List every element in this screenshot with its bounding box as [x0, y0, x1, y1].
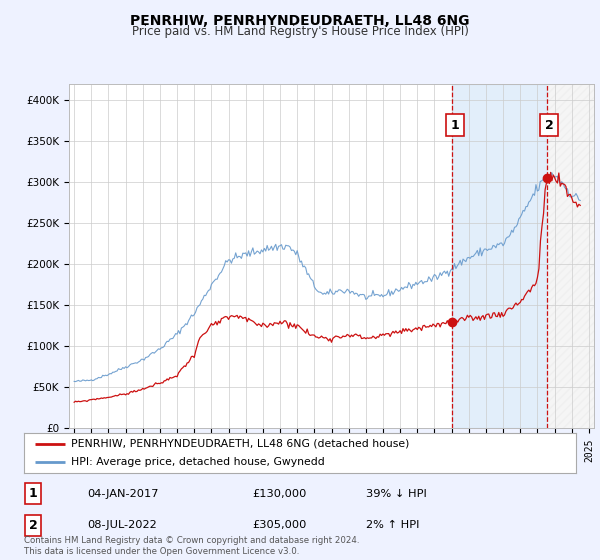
Text: Price paid vs. HM Land Registry's House Price Index (HPI): Price paid vs. HM Land Registry's House … [131, 25, 469, 38]
Text: 08-JUL-2022: 08-JUL-2022 [87, 520, 157, 530]
Text: 04-JAN-2017: 04-JAN-2017 [87, 489, 158, 499]
Text: Contains HM Land Registry data © Crown copyright and database right 2024.
This d: Contains HM Land Registry data © Crown c… [24, 536, 359, 556]
Text: 2: 2 [545, 119, 554, 132]
Bar [547, 84, 594, 428]
Text: £130,000: £130,000 [252, 489, 307, 499]
Text: 1: 1 [451, 119, 459, 132]
Text: £305,000: £305,000 [252, 520, 307, 530]
Text: 1: 1 [29, 487, 37, 501]
Text: HPI: Average price, detached house, Gwynedd: HPI: Average price, detached house, Gwyn… [71, 458, 325, 467]
Text: PENRHIW, PENRHYNDEUDRAETH, LL48 6NG: PENRHIW, PENRHYNDEUDRAETH, LL48 6NG [130, 14, 470, 28]
Text: PENRHIW, PENRHYNDEUDRAETH, LL48 6NG (detached house): PENRHIW, PENRHYNDEUDRAETH, LL48 6NG (det… [71, 439, 409, 449]
Bar [452, 84, 547, 428]
Text: 2% ↑ HPI: 2% ↑ HPI [366, 520, 419, 530]
Text: 39% ↓ HPI: 39% ↓ HPI [366, 489, 427, 499]
Text: 2: 2 [29, 519, 37, 532]
